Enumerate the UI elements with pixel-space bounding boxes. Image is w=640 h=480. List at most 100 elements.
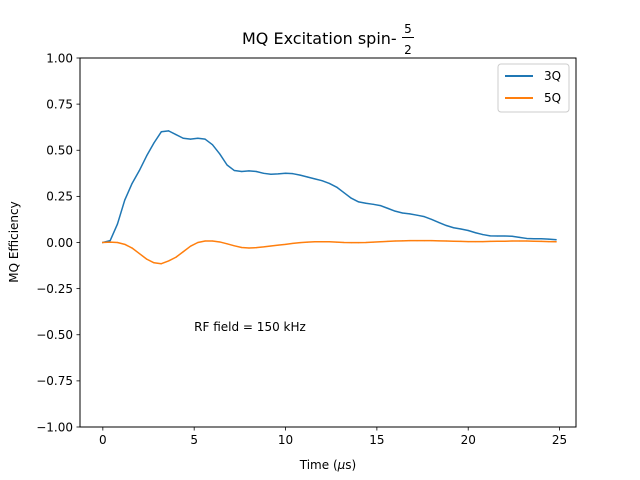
data-point-3q <box>482 233 484 236</box>
y-tick-label: 0.00 <box>46 236 73 250</box>
data-point-3q <box>299 174 301 176</box>
data-point-5q <box>219 241 221 243</box>
x-axis-ticks: 0 5 10 15 20 25 <box>99 427 567 447</box>
data-point-5q <box>431 240 433 242</box>
x-axis-label: Time (μs) <box>299 458 356 472</box>
data-point-3q <box>518 236 520 238</box>
data-point-5q <box>474 240 477 243</box>
data-point-3q <box>511 235 513 237</box>
data-point-5q <box>284 243 287 245</box>
data-point-3q <box>438 221 440 224</box>
data-point-5q <box>343 241 345 244</box>
data-point-3q <box>431 218 433 221</box>
y-tick-label: 0.75 <box>46 97 73 111</box>
data-point-3q <box>197 137 199 139</box>
data-point-3q <box>533 238 535 240</box>
x-tick-label: 15 <box>369 433 384 447</box>
data-point-3q <box>372 203 374 205</box>
data-point-3q <box>211 144 214 146</box>
data-point-3q <box>540 238 542 240</box>
data-point-3q <box>277 173 279 175</box>
data-point-3q <box>233 169 235 172</box>
data-point-5q <box>496 240 499 242</box>
data-point-5q <box>526 240 528 242</box>
data-point-5q <box>226 243 228 245</box>
data-point-5q <box>423 240 425 242</box>
title-fraction-numerator: 5 <box>404 22 412 36</box>
data-point-3q <box>168 130 170 132</box>
data-point-3q <box>109 240 111 242</box>
data-point-5q <box>365 241 367 244</box>
data-point-3q <box>306 176 309 178</box>
data-point-3q <box>175 133 177 136</box>
data-point-3q <box>226 164 228 166</box>
series-layer <box>101 130 557 265</box>
rf-field-annotation: RF field = 150 kHz <box>194 320 306 334</box>
y-tick-label: 0.25 <box>46 190 73 204</box>
data-point-5q <box>314 241 316 243</box>
data-point-3q <box>365 202 367 204</box>
data-point-5q <box>482 240 484 243</box>
data-point-5q <box>416 240 418 242</box>
data-point-3q <box>401 212 404 214</box>
data-point-3q <box>489 235 491 237</box>
data-point-5q <box>116 241 119 244</box>
data-point-3q <box>182 137 184 139</box>
legend: 3Q 5Q <box>497 63 570 113</box>
x-tick-label: 0 <box>99 433 107 447</box>
data-point-5q <box>197 241 199 244</box>
data-point-3q <box>255 170 257 173</box>
title-text: MQ Excitation spin- <box>242 29 397 48</box>
data-point-3q <box>292 173 294 175</box>
data-point-5q <box>204 240 206 242</box>
data-point-3q <box>423 216 425 218</box>
data-point-3q <box>153 142 155 144</box>
data-point-3q <box>445 224 447 227</box>
x-tick-label: 10 <box>278 433 293 447</box>
data-point-5q <box>379 241 382 243</box>
data-point-5q <box>102 241 104 244</box>
legend-label-5q: 5Q <box>544 91 561 105</box>
data-point-5q <box>299 242 301 244</box>
data-point-5q <box>189 245 192 247</box>
data-point-3q <box>379 205 382 207</box>
data-point-5q <box>146 258 148 260</box>
y-tick-label: −0.25 <box>36 282 73 296</box>
data-point-5q <box>540 240 542 242</box>
data-point-3q <box>467 229 469 232</box>
data-point-3q <box>314 178 316 180</box>
data-point-5q <box>248 247 250 249</box>
data-point-3q <box>409 213 411 215</box>
data-point-3q <box>526 237 528 240</box>
data-point-3q <box>460 228 462 230</box>
data-point-5q <box>409 240 411 242</box>
y-axis-label: MQ Efficiency <box>7 201 21 282</box>
data-point-5q <box>460 240 462 242</box>
x-tick-label: 5 <box>190 433 198 447</box>
data-point-5q <box>533 240 535 242</box>
data-point-3q <box>350 197 352 199</box>
data-point-5q <box>277 244 279 246</box>
data-point-5q <box>131 247 133 249</box>
data-point-5q <box>153 262 155 264</box>
data-point-3q <box>387 207 389 209</box>
data-point-5q <box>255 247 257 249</box>
data-point-5q <box>518 240 520 242</box>
data-point-5q <box>467 240 469 243</box>
data-point-3q <box>343 192 345 194</box>
data-point-5q <box>358 242 360 244</box>
data-point-3q <box>116 223 119 225</box>
data-point-3q <box>496 235 499 237</box>
data-point-3q <box>131 182 133 185</box>
y-tick-label: −0.75 <box>36 374 73 388</box>
data-point-5q <box>372 241 374 243</box>
data-point-5q <box>211 240 214 242</box>
data-point-5q <box>401 240 404 242</box>
y-tick-label: −1.00 <box>36 420 73 434</box>
data-point-5q <box>263 246 265 248</box>
data-point-5q <box>109 241 111 243</box>
data-point-5q <box>241 246 243 249</box>
data-point-3q <box>416 214 418 216</box>
data-point-3q <box>394 210 396 212</box>
